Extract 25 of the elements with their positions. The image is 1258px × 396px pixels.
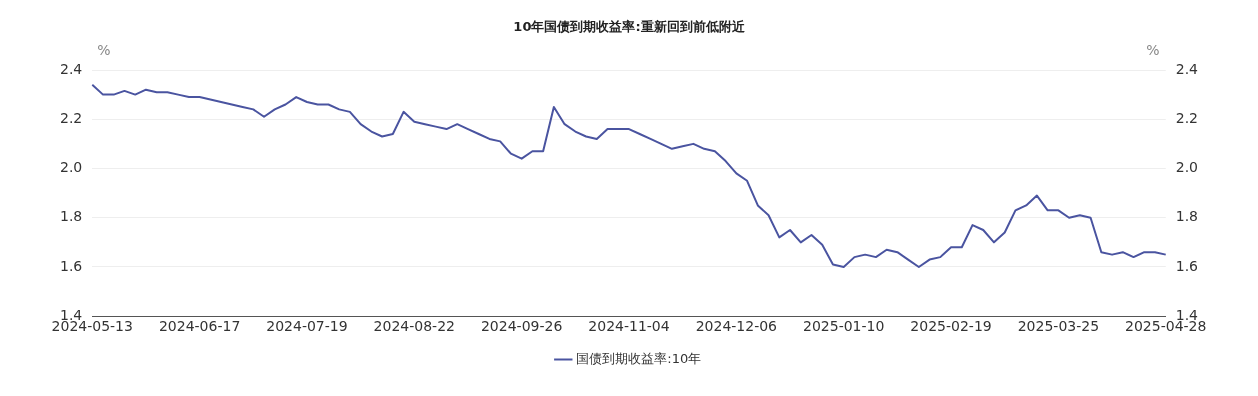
y-tick-label: 1.6 — [60, 257, 83, 274]
legend-label: 国债到期收益率:10年 — [576, 350, 702, 366]
x-tick-label: 2025-03-25 — [1017, 318, 1100, 335]
x-tick-label: 2025-02-19 — [910, 318, 992, 335]
y-tick-label: 2.0 — [60, 159, 83, 176]
x-tick-label: 2024-07-19 — [266, 318, 348, 335]
x-tick-label: 2024-12-06 — [695, 318, 778, 335]
x-tick-label: 2024-11-04 — [588, 318, 670, 335]
x-tick-label: 2024-05-13 — [51, 318, 133, 335]
y2-axis-title: % — [1146, 41, 1160, 58]
y-tick-label: 2.4 — [60, 60, 83, 77]
y-axis-title: % — [97, 41, 111, 58]
x-tick-label: 2024-06-17 — [158, 318, 241, 335]
y2-tick-label: 2.0 — [1175, 159, 1198, 176]
x-tick-label: 2025-04-28 — [1125, 318, 1207, 335]
x-tick-label: 2024-08-22 — [373, 318, 455, 335]
chart-title: 10年国债到期收益率:重新回到前低附近 — [513, 19, 746, 35]
y2-tick-label: 1.6 — [1175, 257, 1199, 274]
y2-tick-label: 2.4 — [1175, 60, 1199, 77]
y2-tick-label: 2.2 — [1175, 109, 1198, 126]
y-tick-label: 2.2 — [60, 109, 83, 126]
x-tick-label: 2025-01-10 — [803, 318, 885, 335]
x-tick-label: 2024-09-26 — [480, 318, 563, 335]
y-tick-label: 1.8 — [60, 208, 83, 225]
y2-tick-label: 1.8 — [1175, 208, 1198, 225]
